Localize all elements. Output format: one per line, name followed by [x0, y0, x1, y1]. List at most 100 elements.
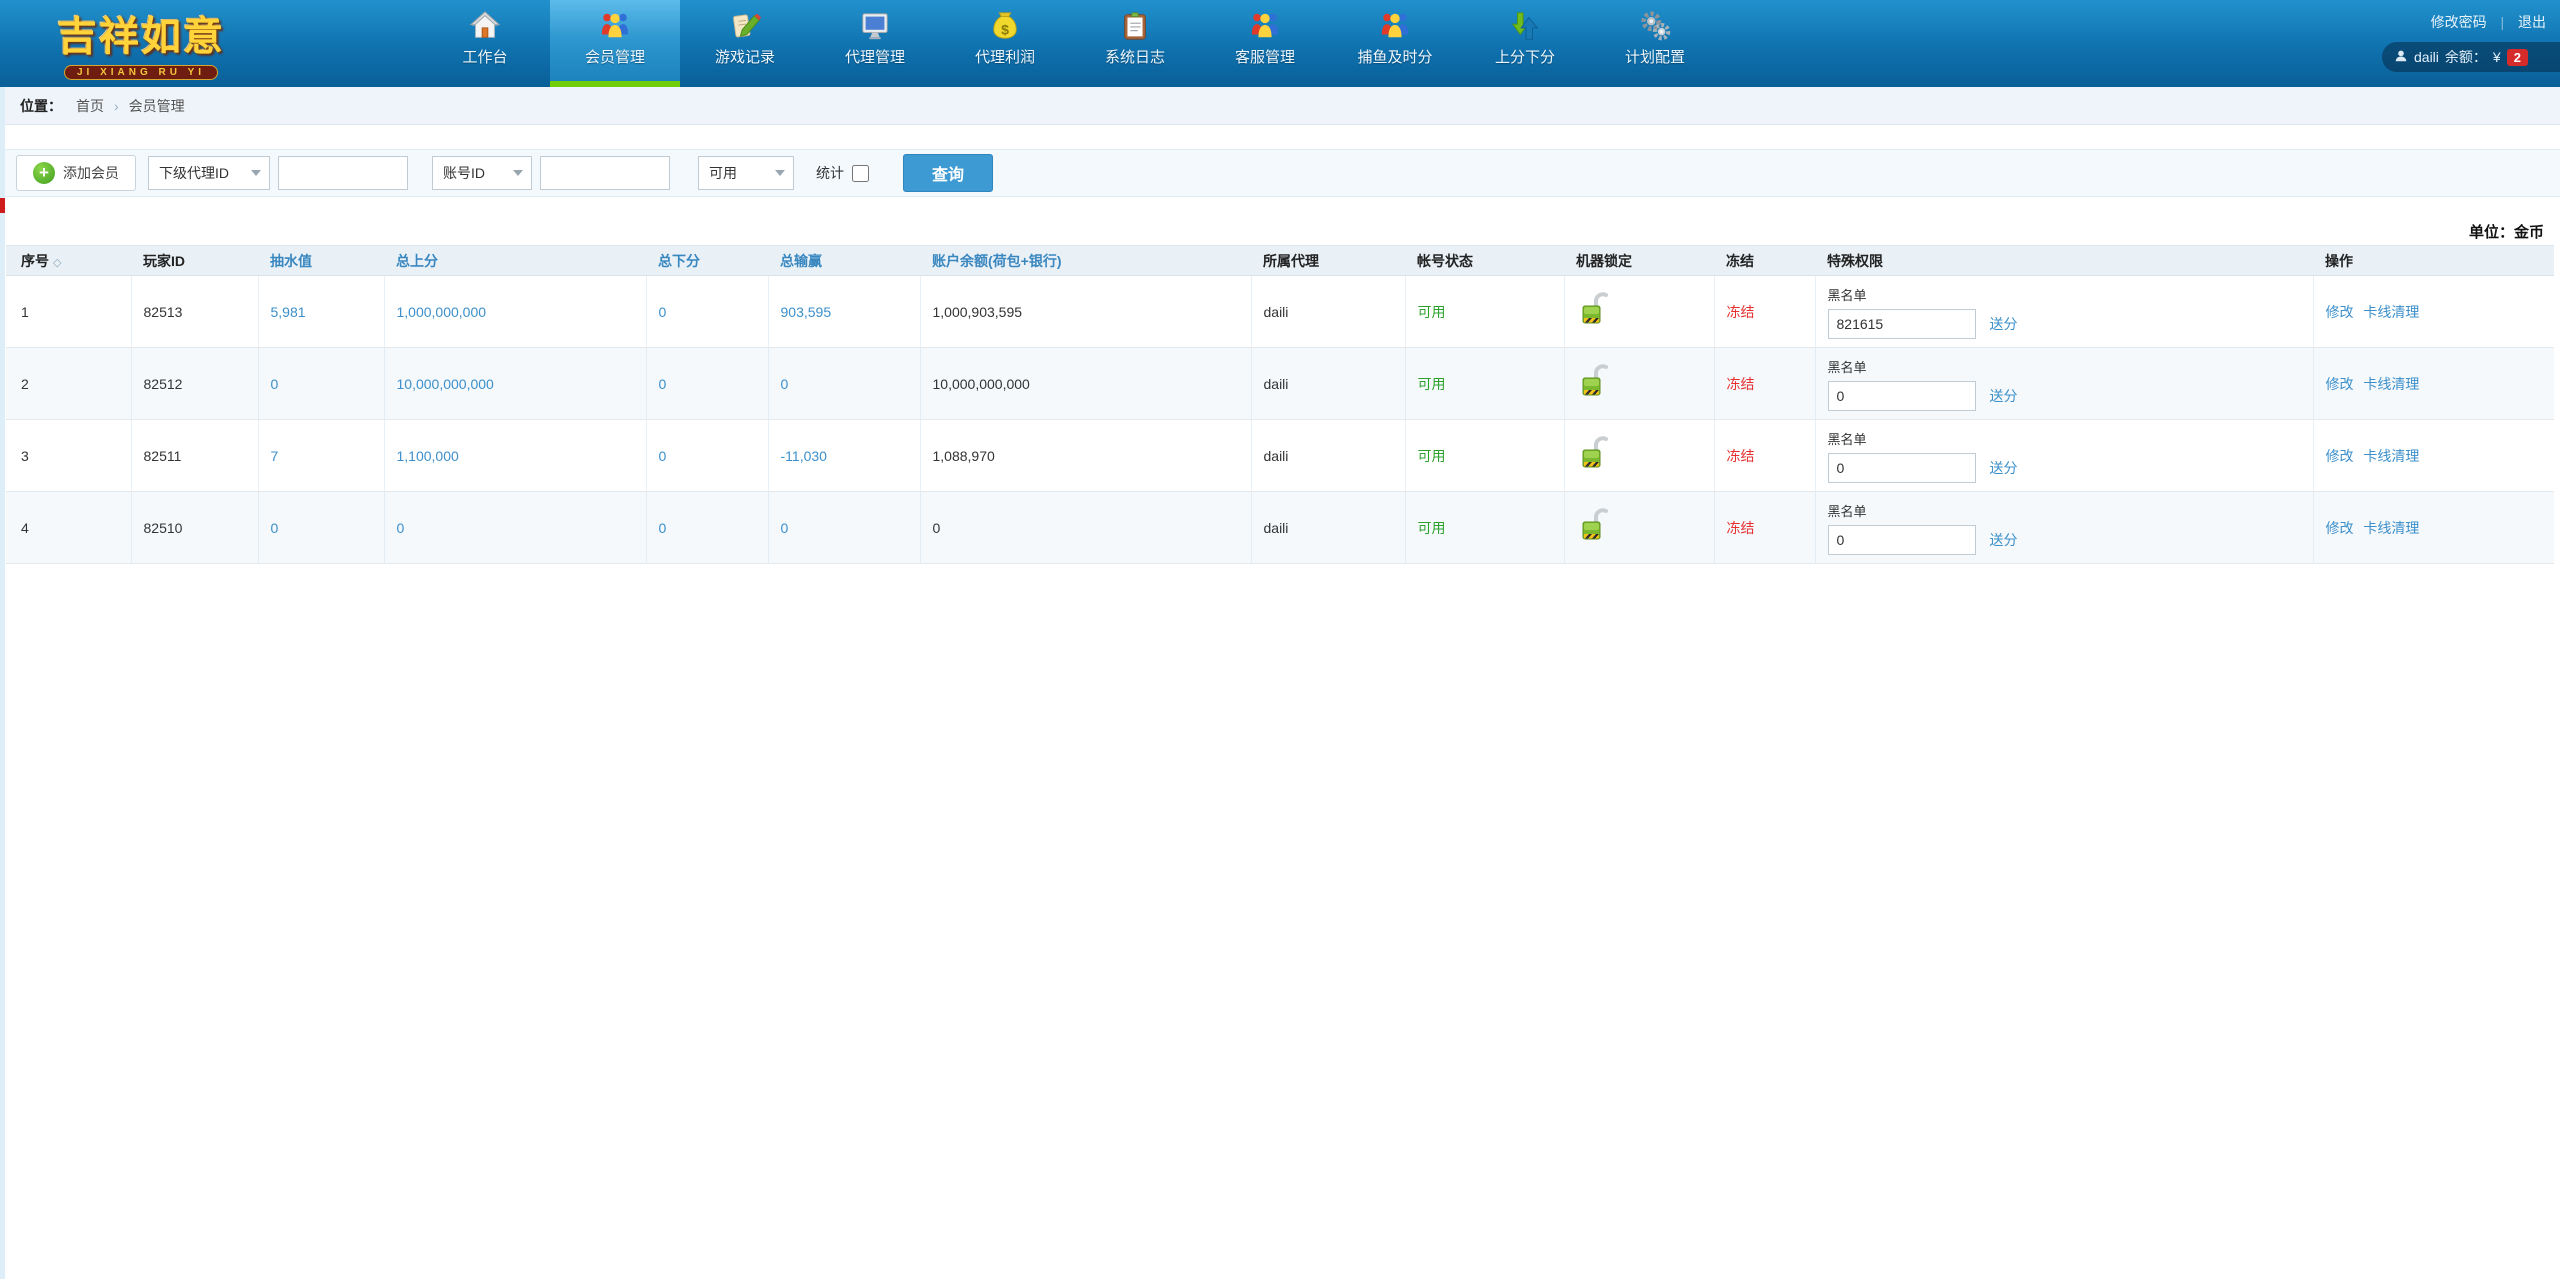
status-select[interactable]: 可用	[698, 156, 794, 190]
table-row: 2 82512 0 10,000,000,000 0 0 10,000,000,…	[6, 347, 2554, 420]
add-member-button[interactable]: + 添加会员	[16, 155, 136, 191]
cell-winloss-link[interactable]: -11,030	[780, 447, 827, 464]
clear-line-link[interactable]: 卡线清理	[2363, 447, 2420, 464]
cell-total-down-link[interactable]: 0	[658, 375, 667, 392]
cell-total-down-link[interactable]: 0	[658, 519, 667, 536]
nav-item-plan-config[interactable]: 计划配置	[1590, 0, 1720, 87]
agent-profit-icon: $	[940, 10, 1070, 42]
cell-index: 1	[6, 275, 132, 348]
cell-pump-link[interactable]: 7	[270, 447, 279, 464]
blacklist-input[interactable]	[1827, 380, 1976, 411]
breadcrumb-separator: ›	[114, 97, 119, 114]
cell-pump-link[interactable]: 0	[270, 375, 279, 392]
cell-winloss-link[interactable]: 903,595	[780, 303, 832, 320]
agent-id-input[interactable]	[278, 156, 408, 190]
game-records-icon	[680, 10, 810, 42]
brand-logo: 吉祥如意 JI XIANG RU YI	[16, 4, 266, 80]
cell-total-up-link[interactable]: 0	[396, 519, 405, 536]
cell-total-up-link[interactable]: 10,000,000,000	[396, 375, 494, 392]
cell-player-id: 82513	[131, 275, 259, 348]
user-icon	[2394, 49, 2408, 66]
send-points-link[interactable]: 送分	[1989, 315, 2018, 332]
col-total-down[interactable]: 总下分	[646, 245, 768, 276]
cell-index: 4	[6, 491, 132, 564]
col-total-up[interactable]: 总上分	[384, 245, 646, 276]
cell-total-up-link[interactable]: 1,100,000	[396, 447, 459, 464]
col-special-permission: 特殊权限	[1815, 245, 2313, 276]
agent-id-select[interactable]: 下级代理ID	[148, 156, 270, 190]
cell-balance: 10,000,000,000	[920, 347, 1252, 420]
edit-link[interactable]: 修改	[2325, 447, 2354, 464]
send-points-link[interactable]: 送分	[1989, 459, 2018, 476]
user-balance-pill[interactable]: daili 余额： ¥ 2	[2382, 42, 2560, 72]
cell-agent: daili	[1251, 275, 1406, 348]
unlocked-padlock-icon[interactable]	[1577, 435, 1611, 476]
blacklist-input[interactable]	[1827, 308, 1976, 339]
nav-item-fishing-score[interactable]: 捕鱼及时分	[1330, 0, 1460, 87]
nav-item-member-management[interactable]: 会员管理	[550, 0, 680, 87]
edit-link[interactable]: 修改	[2325, 303, 2354, 320]
col-balance[interactable]: 账户余额(荷包+银行)	[920, 245, 1251, 276]
col-total-winloss[interactable]: 总输赢	[768, 245, 920, 276]
clear-line-link[interactable]: 卡线清理	[2363, 375, 2420, 392]
clear-line-link[interactable]: 卡线清理	[2363, 519, 2420, 536]
nav-label: 代理利润	[974, 49, 1035, 66]
col-pump[interactable]: 抽水值	[258, 245, 384, 276]
brand-subtitle: JI XIANG RU YI	[63, 65, 219, 80]
cell-pump-link[interactable]: 0	[270, 519, 279, 536]
logout-link[interactable]: 退出	[2518, 14, 2546, 30]
nav-label: 客服管理	[1234, 49, 1295, 66]
unit-label: 单位：金币	[2468, 224, 2544, 241]
unlocked-padlock-icon[interactable]	[1577, 291, 1611, 332]
col-agent: 所属代理	[1251, 245, 1405, 276]
cell-winloss-link[interactable]: 0	[780, 519, 789, 536]
status-badge: 可用	[1417, 303, 1446, 320]
topbar-right: 修改密码 | 退出 daili 余额： ¥ 2	[2382, 0, 2560, 72]
nav-item-system-logs[interactable]: 系统日志	[1070, 0, 1200, 87]
edit-link[interactable]: 修改	[2325, 519, 2354, 536]
cell-agent: daili	[1251, 419, 1406, 492]
search-button[interactable]: 查询	[903, 154, 993, 192]
nav-item-agent-profit[interactable]: $ 代理利润	[940, 0, 1070, 87]
blacklist-label: 黑名单	[1827, 503, 1867, 519]
cell-pump-link[interactable]: 5,981	[270, 303, 306, 320]
stats-checkbox[interactable]	[852, 164, 869, 182]
nav-item-agent-management[interactable]: 代理管理	[810, 0, 940, 87]
nav-item-up-down-score[interactable]: 上分下分	[1460, 0, 1590, 87]
cell-total-down-link[interactable]: 0	[658, 447, 667, 464]
top-navigation: 吉祥如意 JI XIANG RU YI 工作台 会员管理 游戏记录	[0, 0, 2560, 87]
cell-total-up-link[interactable]: 1,000,000,000	[396, 303, 487, 320]
blacklist-label: 黑名单	[1827, 287, 1867, 303]
freeze-link[interactable]: 冻结	[1726, 375, 1755, 392]
balance-badge[interactable]: 2	[2506, 48, 2528, 66]
unlocked-padlock-icon[interactable]	[1577, 507, 1611, 548]
svg-text:$: $	[1001, 21, 1009, 37]
sort-icon[interactable]: ◇	[53, 256, 62, 269]
filter-toolbar: + 添加会员 下级代理ID 账号ID 可用 统计 查询	[0, 149, 2560, 197]
blacklist-input[interactable]	[1827, 452, 1976, 483]
cell-total-down-link[interactable]: 0	[658, 303, 667, 320]
cell-winloss-link[interactable]: 0	[780, 375, 789, 392]
freeze-link[interactable]: 冻结	[1726, 303, 1755, 320]
balance-label: 余额：	[2444, 49, 2487, 65]
breadcrumb-current[interactable]: 会员管理	[128, 97, 185, 114]
cell-player-id: 82512	[131, 347, 259, 420]
breadcrumb-home[interactable]: 首页	[76, 97, 104, 114]
account-id-input[interactable]	[540, 156, 670, 190]
unlocked-padlock-icon[interactable]	[1577, 363, 1611, 404]
col-account-status: 帐号状态	[1405, 245, 1564, 276]
breadcrumb: 位置： 首页 › 会员管理	[0, 87, 2560, 125]
clear-line-link[interactable]: 卡线清理	[2363, 303, 2420, 320]
edit-link[interactable]: 修改	[2325, 375, 2354, 392]
nav-item-customer-service[interactable]: 客服管理	[1200, 0, 1330, 87]
col-index[interactable]: 序号 ◇	[6, 245, 131, 276]
nav-item-game-records[interactable]: 游戏记录	[680, 0, 810, 87]
account-id-select[interactable]: 账号ID	[432, 156, 532, 190]
freeze-link[interactable]: 冻结	[1726, 447, 1755, 464]
change-password-link[interactable]: 修改密码	[2430, 14, 2487, 30]
blacklist-input[interactable]	[1827, 524, 1976, 555]
freeze-link[interactable]: 冻结	[1726, 519, 1755, 536]
send-points-link[interactable]: 送分	[1989, 531, 2018, 548]
nav-item-workbench[interactable]: 工作台	[420, 0, 550, 87]
send-points-link[interactable]: 送分	[1989, 387, 2018, 404]
